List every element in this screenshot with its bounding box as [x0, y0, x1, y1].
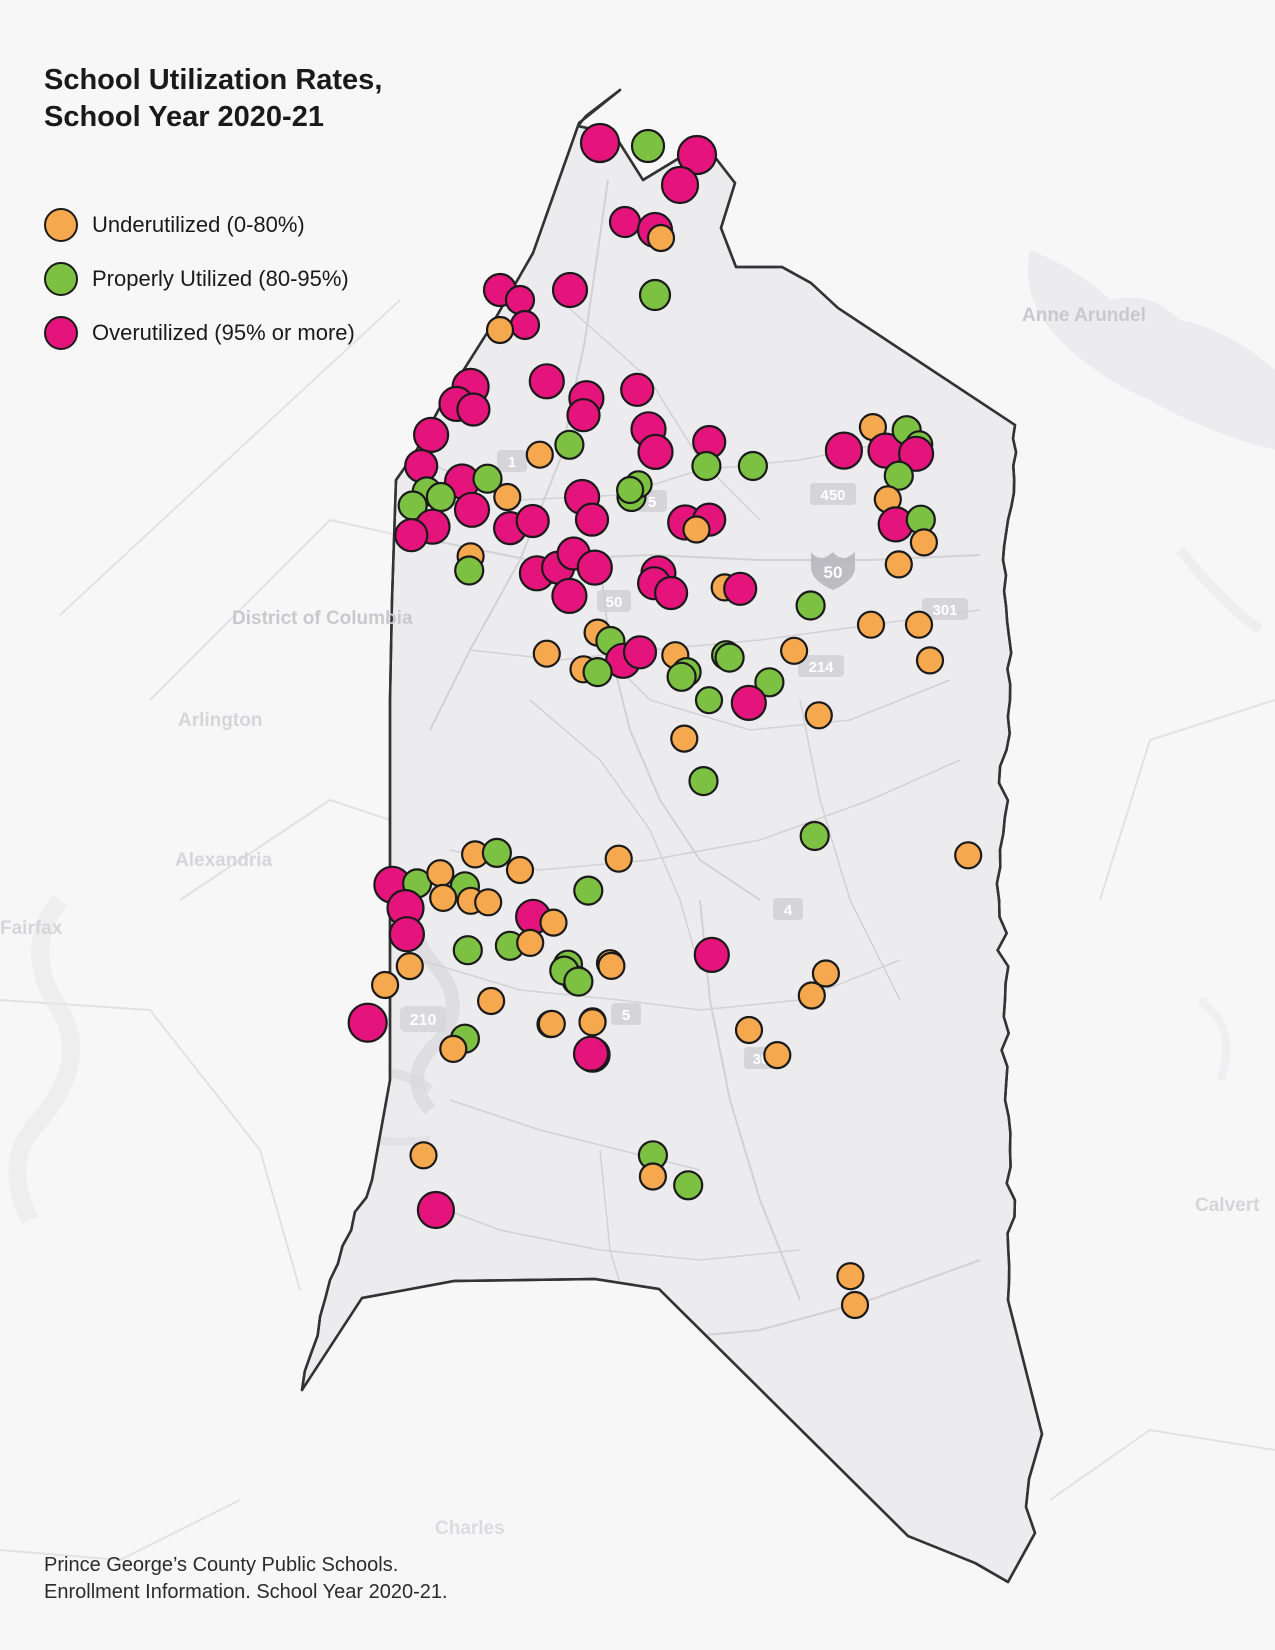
svg-text:50: 50	[824, 563, 843, 582]
svg-text:450: 450	[820, 487, 845, 504]
svg-text:301: 301	[932, 602, 957, 619]
svg-text:1: 1	[508, 454, 516, 471]
svg-text:214: 214	[808, 659, 834, 676]
svg-text:210: 210	[410, 1012, 437, 1029]
svg-text:4: 4	[784, 902, 793, 919]
svg-text:5: 5	[622, 1007, 630, 1024]
svg-text:5: 5	[648, 494, 656, 511]
svg-text:50: 50	[606, 594, 623, 611]
